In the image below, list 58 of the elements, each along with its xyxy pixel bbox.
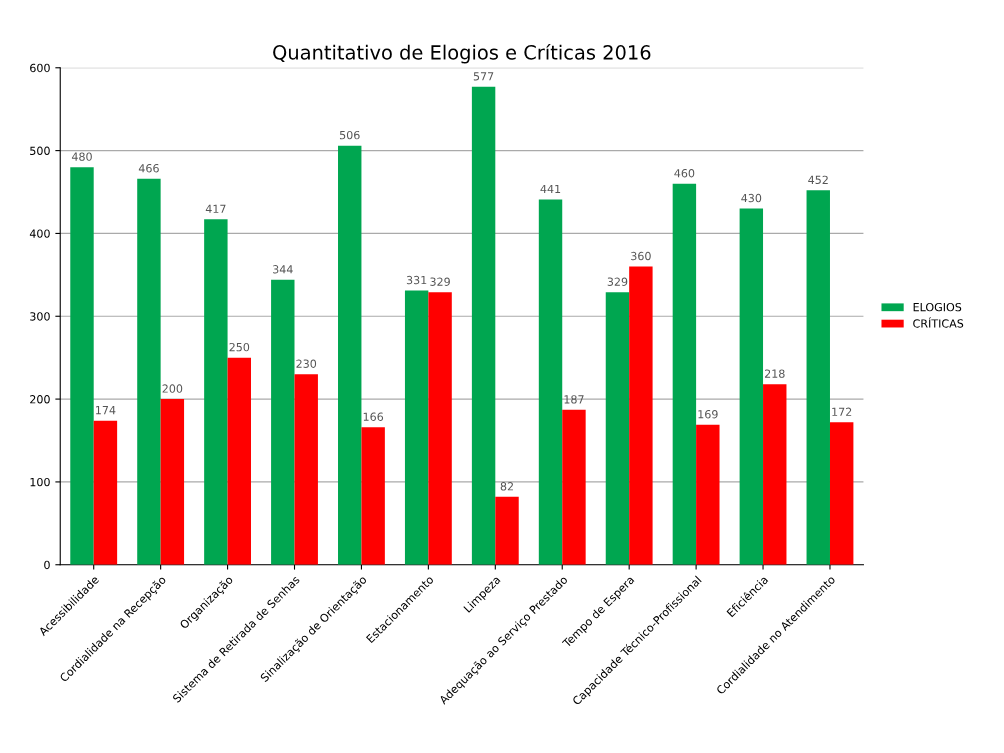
data-label: 480 xyxy=(71,152,92,161)
bar xyxy=(629,266,653,565)
bar xyxy=(70,167,94,565)
data-label: 329 xyxy=(607,277,628,286)
bar xyxy=(538,199,563,565)
bar xyxy=(495,496,519,565)
legend-label: ELOGIOS xyxy=(913,302,962,312)
y-tick-label: 200 xyxy=(30,395,50,404)
chart-title: Quantitativo de Elogios e Críticas 2016 xyxy=(273,43,651,64)
data-label: 250 xyxy=(229,342,250,352)
bar xyxy=(271,279,295,565)
data-label: 331 xyxy=(406,275,427,285)
y-tick-label: 500 xyxy=(30,146,50,155)
bar xyxy=(806,190,830,565)
data-label: 460 xyxy=(674,169,695,178)
data-label: 344 xyxy=(273,265,293,274)
y-tick-label: 100 xyxy=(30,477,50,487)
data-label: 174 xyxy=(96,406,116,415)
data-label: 452 xyxy=(808,175,828,185)
bar xyxy=(605,292,630,565)
data-label: 172 xyxy=(832,407,852,416)
data-label: 230 xyxy=(296,359,317,368)
data-label: 430 xyxy=(741,193,762,203)
data-label: 417 xyxy=(205,204,226,213)
data-label: 577 xyxy=(473,72,494,81)
data-label: 200 xyxy=(162,384,183,393)
bar xyxy=(696,424,720,565)
y-tick-label: 0 xyxy=(44,560,50,570)
bar xyxy=(160,399,185,565)
legend-label: CRÍTICAS xyxy=(913,317,964,328)
y-tick-label: 600 xyxy=(30,63,50,73)
bar xyxy=(428,292,452,565)
bar xyxy=(672,183,697,565)
data-label: 466 xyxy=(138,164,159,173)
data-label: 218 xyxy=(764,369,785,378)
data-label: 166 xyxy=(363,412,384,421)
data-label: 329 xyxy=(430,277,450,286)
data-label: 187 xyxy=(564,395,584,404)
bar xyxy=(829,422,854,565)
bar xyxy=(137,178,161,565)
bar xyxy=(763,384,787,565)
data-label: 82 xyxy=(500,482,513,491)
bar xyxy=(361,427,385,565)
data-label: 169 xyxy=(698,410,718,419)
data-label: 360 xyxy=(631,251,651,261)
bar xyxy=(338,145,362,565)
bar xyxy=(739,208,764,565)
bar xyxy=(294,374,318,565)
bar xyxy=(227,357,251,565)
data-label: 441 xyxy=(540,184,561,193)
bar xyxy=(204,219,228,565)
bar xyxy=(93,420,118,565)
data-label: 506 xyxy=(339,130,360,140)
bar xyxy=(562,409,586,565)
bar xyxy=(404,290,429,565)
y-tick-label: 400 xyxy=(29,229,50,238)
y-tick-label: 300 xyxy=(30,312,50,321)
bar xyxy=(471,86,496,565)
